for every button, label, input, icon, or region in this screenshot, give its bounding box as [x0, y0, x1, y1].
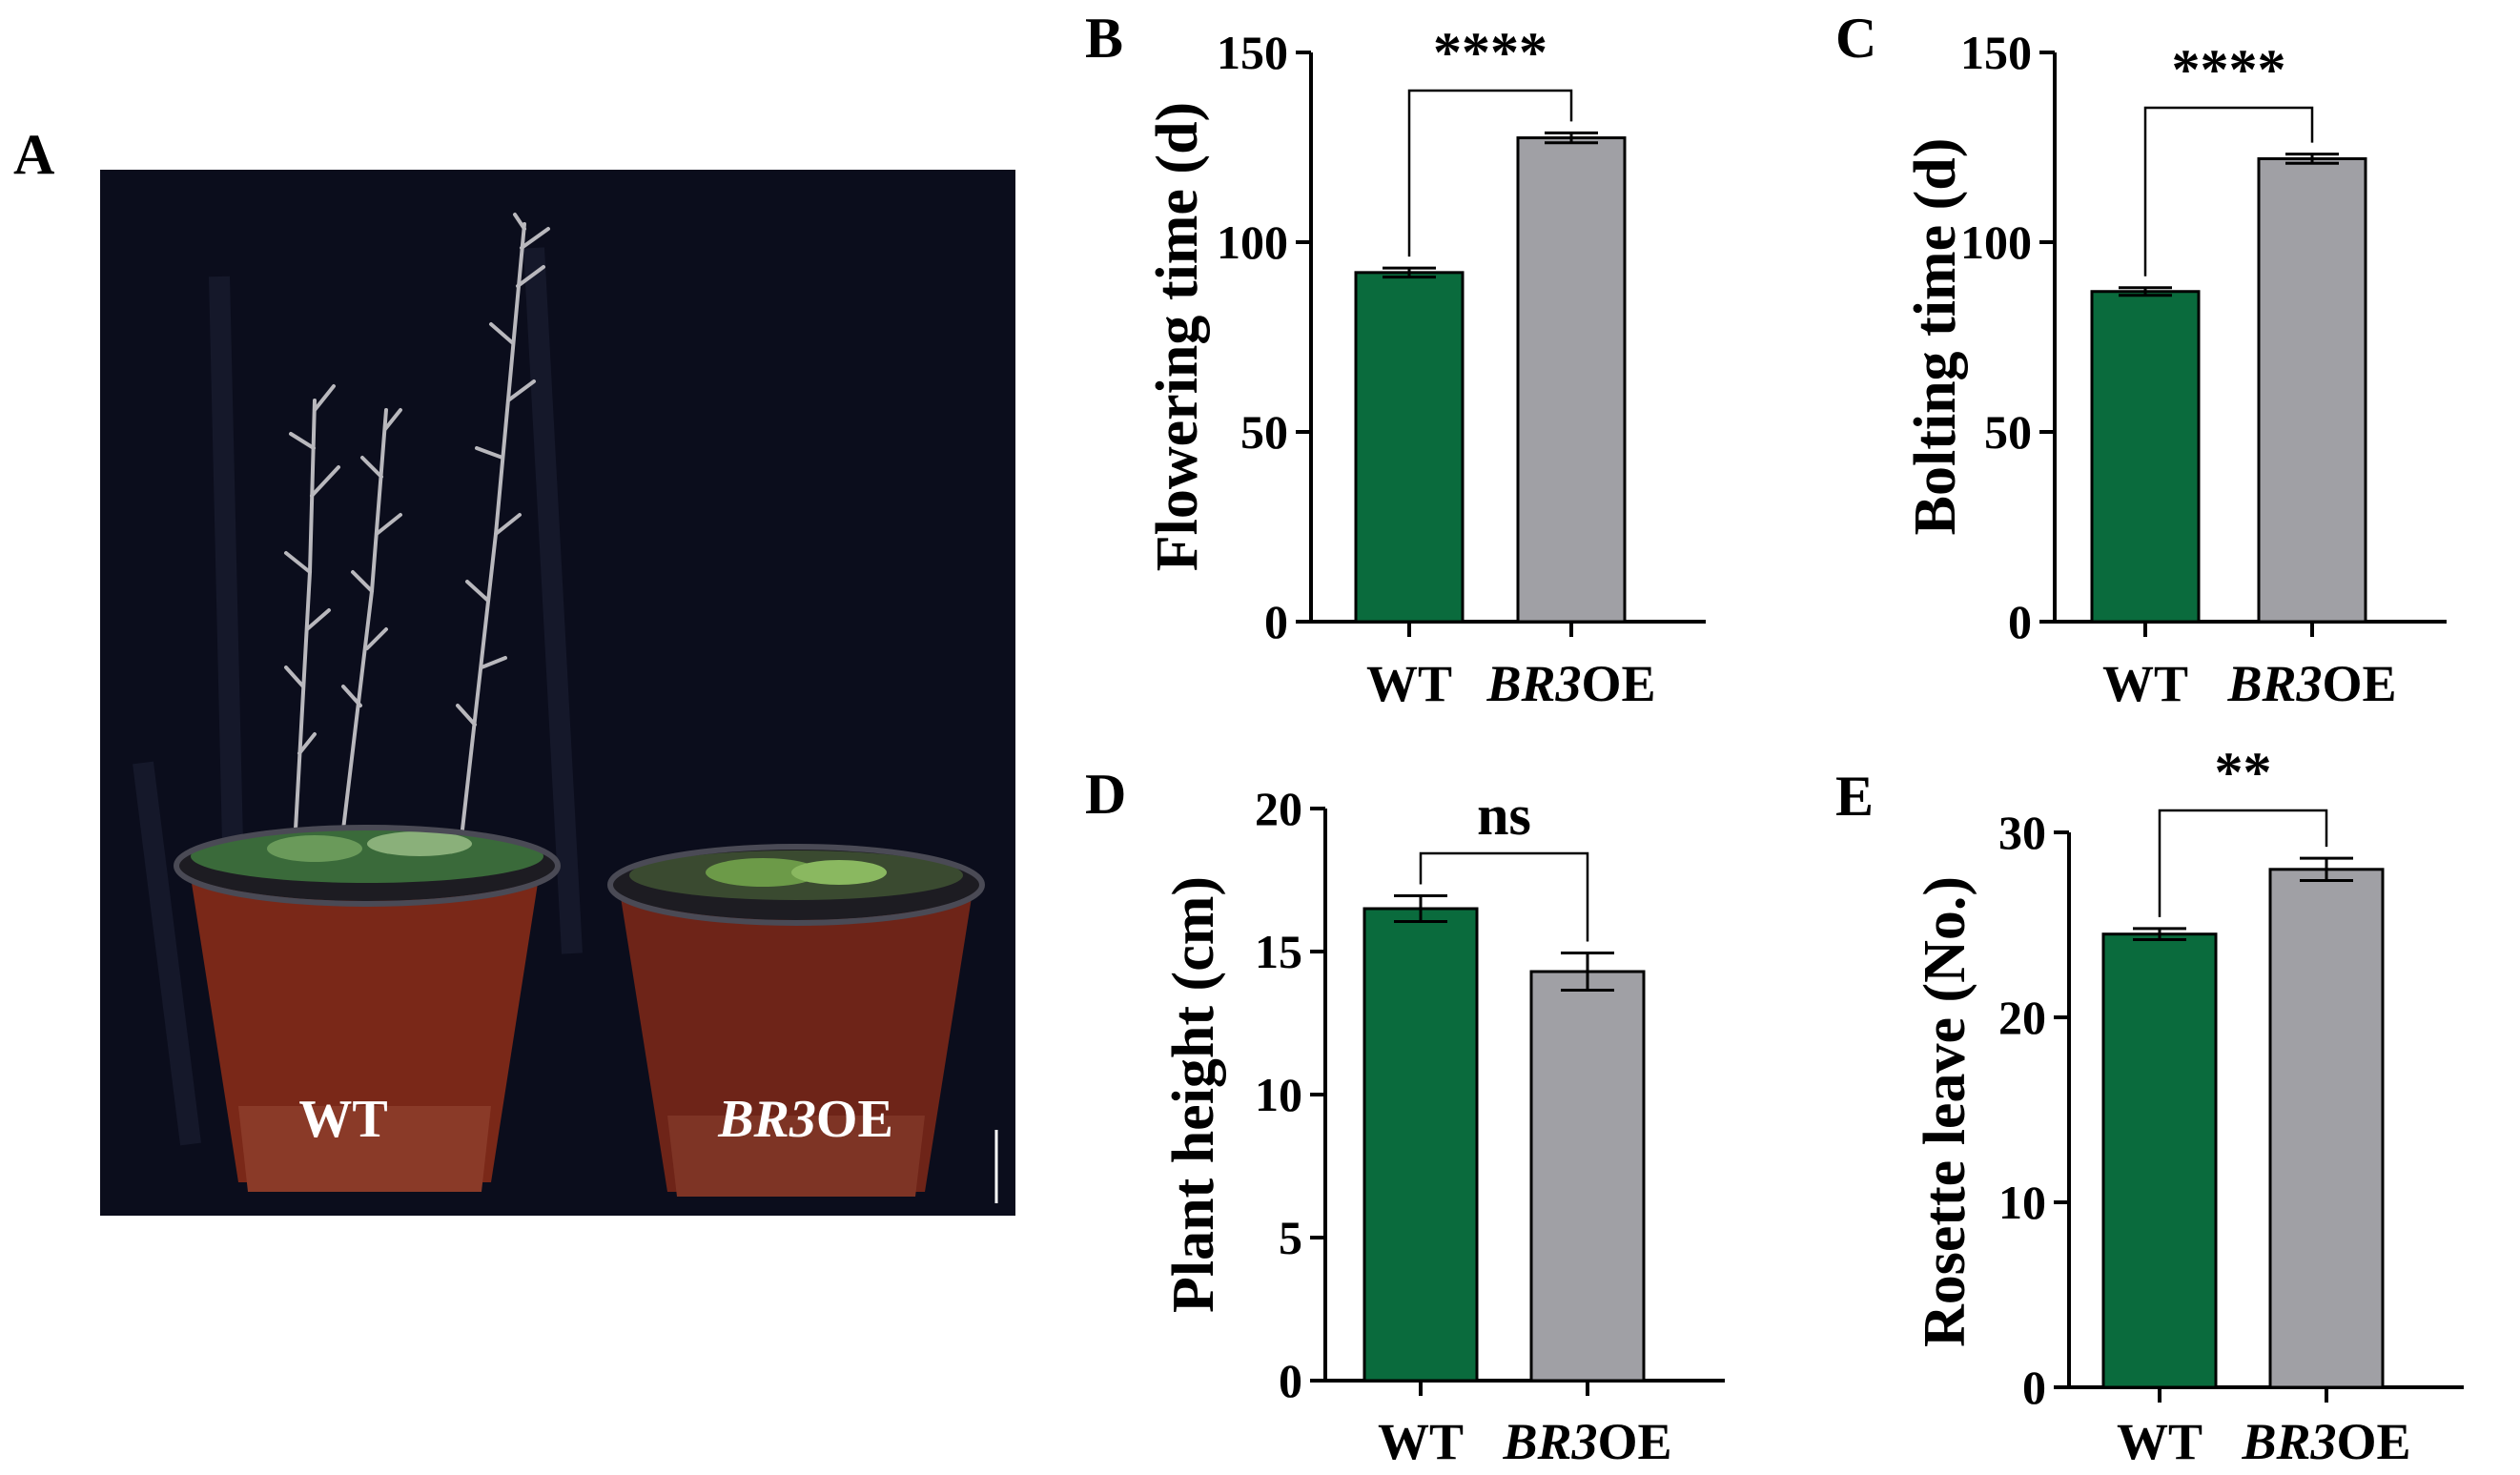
panel-letter: E: [1835, 765, 1874, 828]
y-tick-label: 5: [1279, 1211, 1302, 1264]
panel-letter-a: A: [13, 123, 54, 186]
y-tick-label: 20: [1998, 991, 2046, 1044]
y-tick-label: 20: [1255, 782, 1302, 835]
y-tick-label: 150: [1217, 26, 1288, 79]
bar: [1354, 271, 1465, 624]
panel-letter: C: [1835, 7, 1876, 70]
x-tick-label: WT: [1378, 1413, 1464, 1470]
oe-pot: [607, 844, 985, 1197]
bar: [2268, 868, 2385, 1389]
x-tick-label-suffix: OE: [1598, 1413, 1672, 1470]
chart-panel-c: C Bolting time (d) 0 50 100 150 WT BR3OE ****: [1835, 7, 2447, 712]
bar: [1529, 970, 1646, 1383]
y-tick-label: 50: [1984, 405, 2032, 459]
y-tick-label: 150: [1960, 26, 2032, 79]
significance-bracket: [2158, 809, 2328, 917]
photo-label-wt: WT: [298, 1090, 387, 1149]
x-tick-label-suffix: OE: [2337, 1413, 2411, 1470]
x-tick-label: BR3OE: [1485, 655, 1655, 712]
bar: [1362, 907, 1479, 1383]
x-tick-label: BR3OE: [2226, 655, 2396, 712]
x-tick-label-suffix: OE: [2323, 655, 2397, 712]
x-tick-label: WT: [2102, 655, 2188, 712]
x-tick-label-italic: BR3: [1502, 1413, 1597, 1470]
bar: [2257, 156, 2367, 624]
y-tick-label: 100: [1217, 215, 1288, 269]
y-axis-label: Flowering time (d): [1145, 102, 1210, 571]
y-axis-label: Plant height (cm): [1161, 876, 1226, 1313]
y-tick-label: 0: [2022, 1361, 2046, 1414]
chart-panel-d: D Plant height (cm) 0 5 10 15 20 WT BR3OE ns: [1085, 763, 1725, 1470]
y-tick-label: 0: [2008, 595, 2032, 648]
significance-label: ns: [1477, 784, 1531, 847]
photo-label-oe: BR3OE: [717, 1090, 893, 1149]
bar: [2090, 290, 2201, 624]
y-tick-label: 10: [1998, 1176, 2046, 1229]
x-tick-label: BR3OE: [2241, 1413, 2410, 1470]
photo-panel: A: [13, 123, 1015, 1216]
y-tick-label: 10: [1255, 1068, 1302, 1121]
x-tick-label-italic: BR3: [2226, 655, 2322, 712]
wt-inflorescence: [284, 213, 550, 831]
y-tick-label: 0: [1279, 1354, 1302, 1407]
bar: [2101, 932, 2218, 1389]
x-tick-label: WT: [1366, 655, 1452, 712]
y-tick-label: 30: [1998, 806, 2046, 859]
bar: [1516, 136, 1627, 624]
chart-panel-e: E Rosette leave (No.) 0 10 20 30 WT BR3OE **: [1835, 741, 2464, 1470]
panel-letter: B: [1085, 7, 1123, 70]
wt-pot: [174, 825, 561, 1192]
y-tick-label: 0: [1264, 595, 1288, 648]
x-tick-label: BR3OE: [1502, 1413, 1671, 1470]
significance-label: **: [2215, 741, 2272, 804]
y-tick-label: 15: [1255, 925, 1302, 978]
y-tick-label: 50: [1240, 405, 1288, 459]
significance-label: ****: [2172, 38, 2286, 101]
significance-bracket: [2143, 106, 2314, 277]
x-tick-label: WT: [2117, 1413, 2202, 1470]
significance-label: ****: [1433, 21, 1547, 84]
x-tick-label-italic: BR3: [2241, 1413, 2336, 1470]
x-tick-label-suffix: OE: [1582, 655, 1656, 712]
y-tick-label: 100: [1960, 215, 2032, 269]
x-tick-label-italic: BR3: [1485, 655, 1581, 712]
chart-panel-b: B Flowering time (d) 0 50 100 150 WT BR3OE ****: [1085, 7, 1706, 712]
y-axis-label: Rosette leave (No.): [1913, 876, 1977, 1347]
y-axis-label: Bolting time (d): [1903, 138, 1968, 536]
photo-label-oe-italic: BR3: [717, 1090, 816, 1149]
significance-bracket: [1407, 89, 1573, 257]
significance-bracket: [1419, 851, 1589, 942]
photo-label-oe-suffix: OE: [816, 1090, 893, 1149]
panel-letter: D: [1085, 763, 1126, 826]
